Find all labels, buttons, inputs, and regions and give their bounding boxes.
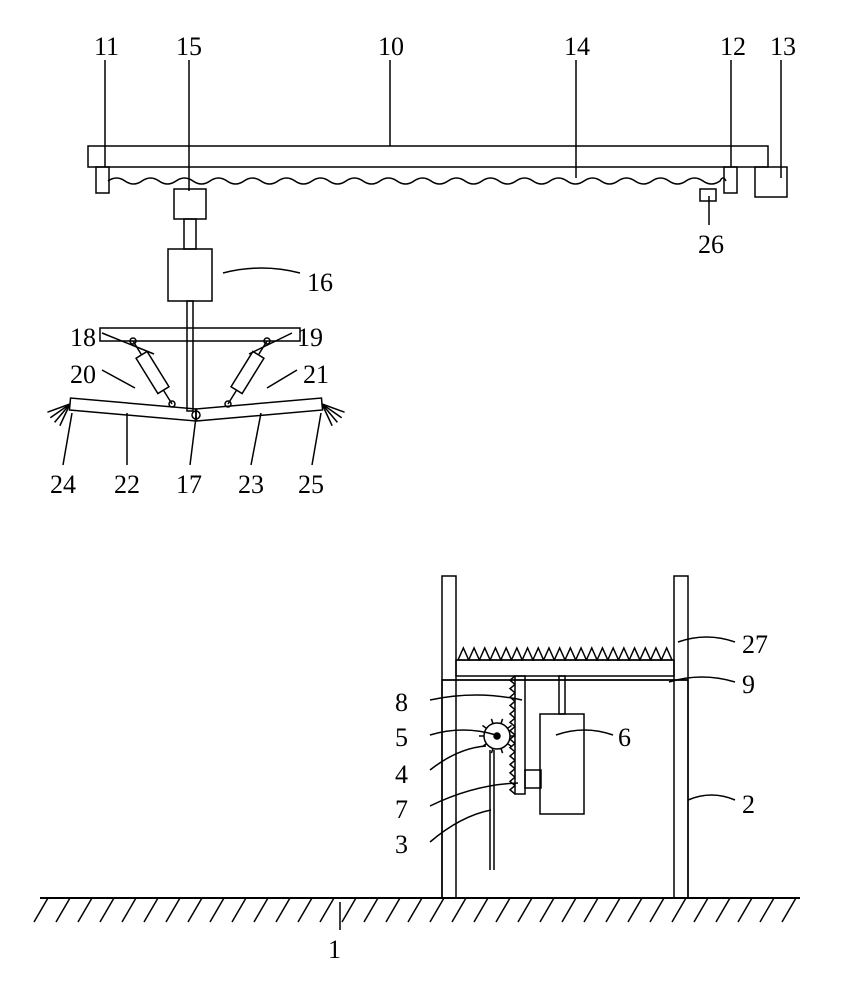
label-12: 12 [720,32,746,62]
label-10: 10 [378,32,404,62]
label-14: 14 [564,32,590,62]
label-4: 4 [395,760,408,790]
diagram-svg [0,0,851,1000]
label-1: 1 [328,935,341,965]
label-8: 8 [395,688,408,718]
label-26: 26 [698,230,724,260]
label-23: 23 [238,470,264,500]
label-11: 11 [94,32,119,62]
label-9: 9 [742,670,755,700]
label-20: 20 [70,360,96,390]
label-25: 25 [298,470,324,500]
label-17: 17 [176,470,202,500]
label-21: 21 [303,360,329,390]
label-19: 19 [297,323,323,353]
label-18: 18 [70,323,96,353]
label-6: 6 [618,723,631,753]
label-22: 22 [114,470,140,500]
label-15: 15 [176,32,202,62]
label-16: 16 [307,268,333,298]
label-24: 24 [50,470,76,500]
label-7: 7 [395,795,408,825]
label-13: 13 [770,32,796,62]
label-2: 2 [742,790,755,820]
label-27: 27 [742,630,768,660]
label-3: 3 [395,830,408,860]
label-5: 5 [395,723,408,753]
